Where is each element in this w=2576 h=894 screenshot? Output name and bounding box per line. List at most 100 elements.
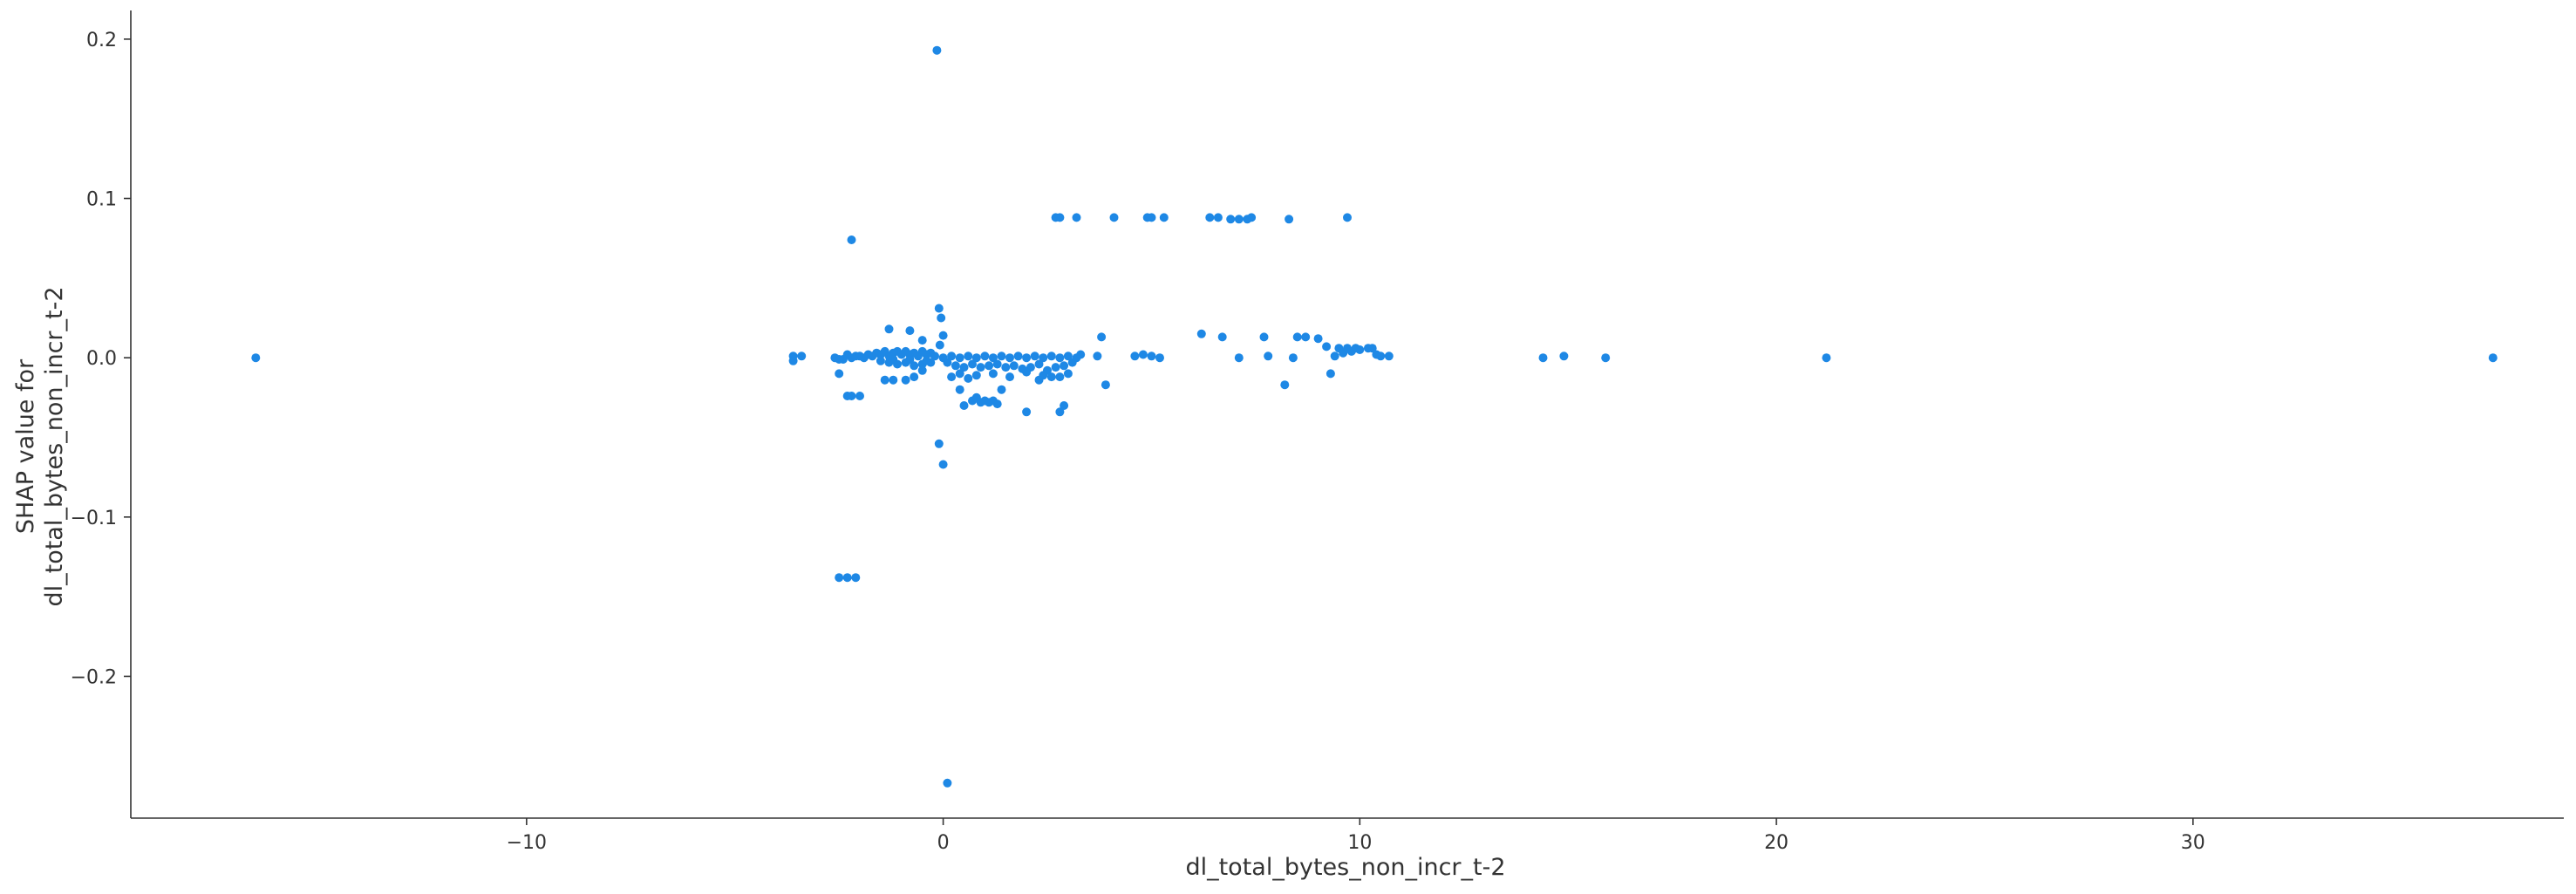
scatter-point: [955, 369, 964, 379]
scatter-point: [1034, 375, 1044, 385]
scatter-point: [1147, 213, 1156, 222]
scatter-point: [938, 460, 948, 469]
scatter-point: [835, 369, 844, 379]
scatter-point: [922, 356, 931, 365]
scatter-point: [889, 355, 898, 364]
scatter-point: [1034, 359, 1044, 369]
scatter-point: [934, 439, 944, 448]
scatter-point: [935, 340, 944, 350]
scatter-point: [968, 359, 977, 369]
scatter-point: [1343, 213, 1352, 222]
scatter-point: [1376, 351, 1386, 361]
scatter-point: [1013, 351, 1023, 361]
scatter-point: [938, 331, 948, 340]
scatter-point: [959, 363, 969, 372]
scatter-point: [997, 385, 1006, 394]
scatter-point: [1039, 353, 1048, 363]
scatter-point: [1367, 344, 1377, 353]
scatter-point: [1355, 345, 1365, 354]
x-tick-label: 20: [1764, 832, 1789, 854]
scatter-point: [1022, 367, 1032, 377]
scatter-point: [943, 778, 952, 788]
scatter-point: [797, 351, 807, 361]
y-tick-label: −0.1: [71, 508, 117, 529]
scatter-point: [880, 375, 889, 385]
scatter-point: [1196, 329, 1206, 338]
scatter-point: [1001, 363, 1011, 372]
scatter-point: [947, 351, 957, 361]
scatter-point: [1022, 407, 1032, 417]
scatter-point: [1213, 213, 1223, 222]
y-tick-label: 0.1: [86, 189, 117, 211]
scatter-point: [930, 351, 939, 361]
scatter-point: [842, 573, 852, 583]
y-axis-label-line-1: SHAP value for: [12, 358, 39, 534]
scatter-point: [988, 353, 998, 363]
scatter-point: [910, 372, 919, 382]
scatter-point: [1063, 351, 1073, 361]
scatter-point: [1022, 353, 1032, 363]
x-axis-ticks: −10 0 10 20 30: [507, 818, 2205, 854]
scatter-point: [1285, 215, 1294, 224]
scatter-point: [1559, 351, 1569, 361]
x-axis-label: dl_total_bytes_non_incr_t-2: [1185, 854, 1505, 881]
scatter-point: [964, 373, 973, 383]
scatter-point: [1076, 350, 1086, 359]
scatter-point: [1147, 351, 1156, 361]
x-tick-label: 0: [937, 832, 950, 854]
y-tick-label: 0.2: [86, 30, 117, 51]
scatter-point: [901, 375, 910, 385]
y-tick-label: 0.0: [86, 348, 117, 370]
scatter-point: [1325, 369, 1335, 379]
scatter-point: [1055, 213, 1065, 222]
scatter-point: [1217, 332, 1227, 342]
scatter-point: [884, 324, 894, 334]
scatter-point: [1822, 353, 1831, 363]
scatter-point: [943, 358, 952, 367]
scatter-point: [1234, 215, 1244, 224]
scatter-point: [2488, 353, 2498, 363]
scatter-point: [1101, 380, 1110, 390]
scatter-point: [937, 313, 946, 323]
scatter-point: [1067, 358, 1077, 367]
y-tick-label: −0.2: [71, 666, 117, 688]
scatter-point: [1247, 213, 1257, 222]
scatter-point: [1055, 353, 1065, 363]
scatter-point: [976, 363, 985, 372]
scatter-points: [251, 45, 2498, 788]
scatter-point: [1060, 361, 1069, 371]
scatter-point: [851, 573, 861, 583]
scatter-point: [1138, 350, 1148, 359]
scatter-point: [1060, 401, 1069, 410]
scatter-point: [1005, 353, 1014, 363]
scatter-point: [1097, 332, 1107, 342]
scatter-point: [964, 351, 973, 361]
scatter-point: [980, 351, 990, 361]
x-tick-label: 30: [2181, 832, 2205, 854]
scatter-point: [847, 392, 856, 400]
scatter-point: [947, 372, 957, 382]
scatter-point: [1055, 407, 1065, 417]
scatter-point: [1330, 351, 1339, 361]
scatter-point: [1072, 213, 1081, 222]
scatter-point: [1264, 351, 1273, 361]
scatter-point: [1226, 215, 1236, 224]
scatter-point: [835, 573, 844, 583]
scatter-point: [955, 353, 964, 363]
scatter-point: [1109, 213, 1119, 222]
scatter-point: [1601, 353, 1611, 363]
scatter-point: [251, 353, 261, 363]
scatter-point: [1093, 351, 1102, 361]
x-tick-label: 10: [1347, 832, 1372, 854]
scatter-point: [985, 361, 994, 371]
scatter-point: [1538, 353, 1548, 363]
scatter-point: [905, 355, 915, 364]
scatter-point: [992, 359, 1002, 369]
scatter-point: [992, 399, 1002, 409]
scatter-point: [847, 235, 856, 244]
scatter-point: [1259, 332, 1269, 342]
scatter-point: [971, 371, 981, 380]
scatter-point: [889, 375, 898, 385]
scatter-point: [959, 401, 969, 410]
